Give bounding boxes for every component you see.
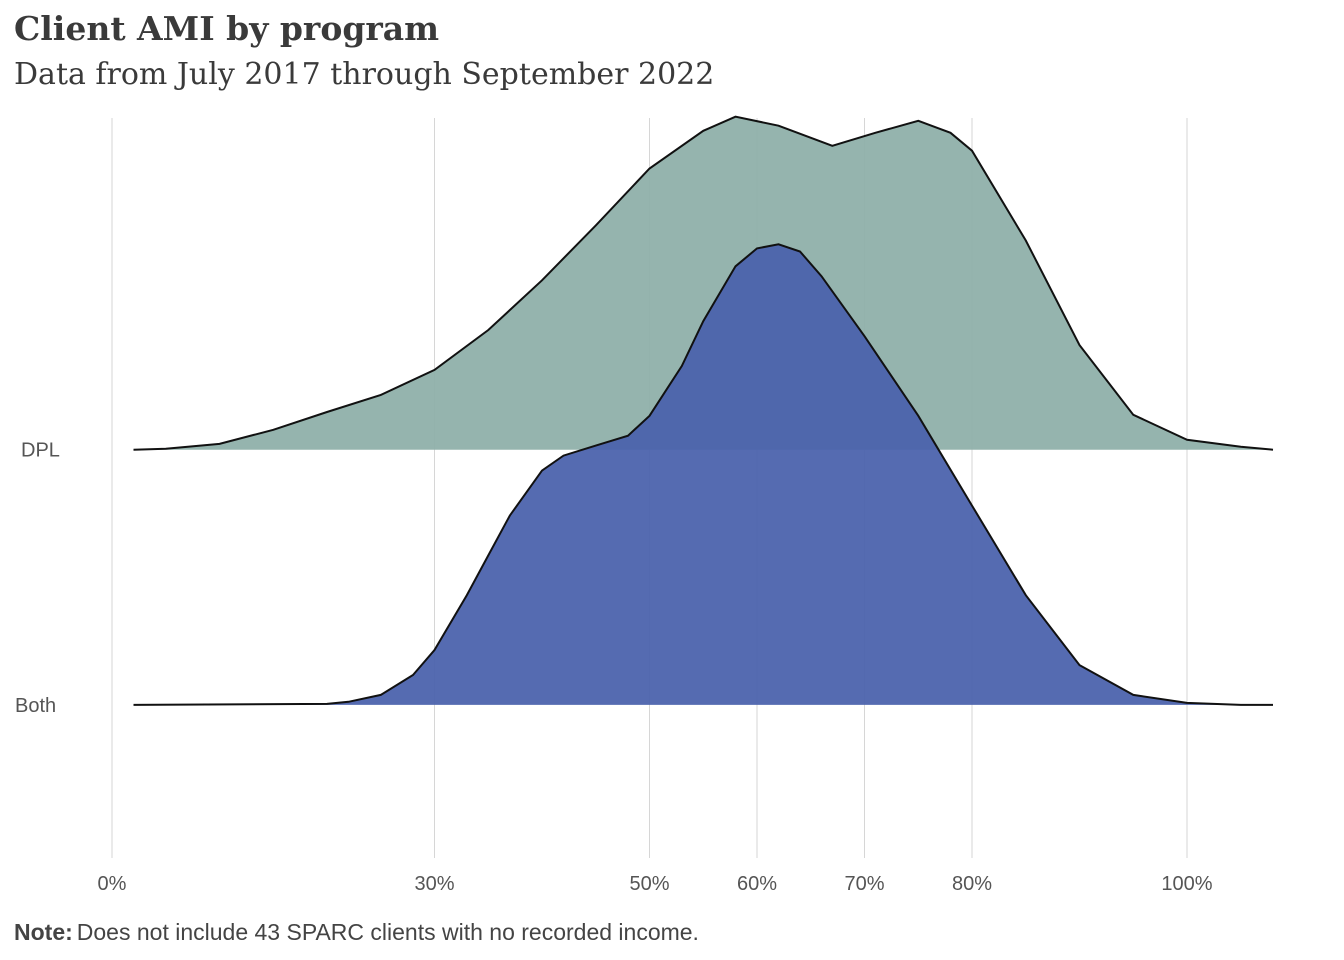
note-text: Does not include 43 SPARC clients with n… — [77, 919, 699, 945]
ridge-line — [133, 243, 1273, 706]
y-tick-label: DPL — [21, 440, 60, 462]
x-tick-label: 30% — [414, 873, 454, 895]
chart-subtitle: Data from July 2017 through September 20… — [14, 57, 714, 92]
x-tick-label: 50% — [629, 873, 669, 895]
chart-title: Client AMI by program — [14, 9, 439, 48]
x-tick-label: 60% — [737, 873, 777, 895]
x-tick-label: 80% — [952, 873, 992, 895]
note: Note: Does not include 43 SPARC clients w… — [14, 919, 699, 945]
ridge-area — [133, 116, 1273, 450]
x-tick-label: 100% — [1161, 873, 1212, 895]
y-tick-label: Both — [15, 695, 56, 717]
x-tick-label: 70% — [844, 873, 884, 895]
note-label: Note: — [14, 919, 73, 945]
ridge-area — [133, 244, 1273, 705]
x-tick-label: 0% — [98, 873, 127, 895]
ridge-line — [133, 115, 1274, 451]
